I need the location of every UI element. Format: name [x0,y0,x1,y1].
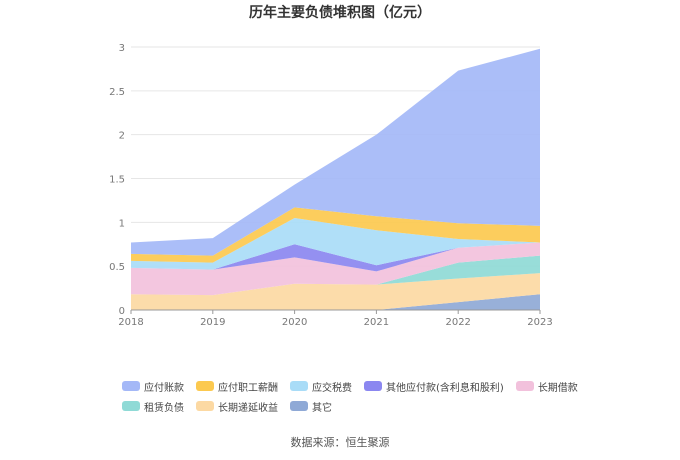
legend-label: 租赁负债 [144,402,184,414]
legend-label: 长期借款 [537,382,578,394]
legend-swatch [122,401,140,411]
legend-item[interactable]: 应交税费 [290,379,352,394]
legend-label: 其他应付款(含利息和股利) [386,382,504,394]
y-tick-label: 0 [119,306,125,317]
y-tick-label: 0.5 [109,262,125,273]
y-tick-label: 3 [119,43,125,54]
area-租赁负债 [131,255,540,296]
legend-label: 应付职工薪酬 [218,382,278,394]
x-tick-label: 2020 [282,317,307,328]
legend: 应付账款 应付职工薪酬 应交税费 其他应付款(含利息和股利) 长期借款 租赁负债 长期递延… [122,376,592,416]
legend-swatch [515,381,534,391]
legend-label: 其它 [312,402,332,414]
legend-swatch [364,381,382,391]
area-长期递延收益 [131,273,540,310]
y-tick-label: 2 [119,131,125,142]
legend-swatch [122,381,140,391]
area-其它 [131,294,540,310]
x-tick-label: 2018 [118,317,143,328]
legend-item[interactable]: 应付职工薪酬 [196,379,278,394]
legend-item[interactable]: 其它 [290,399,332,414]
legend-label: 长期递延收益 [218,402,278,414]
legend-label: 应交税费 [312,382,352,394]
area-应付职工薪酬 [131,207,540,263]
legend-item[interactable]: 长期借款 [515,379,578,394]
legend-row: 租赁负债 长期递延收益 其它 [122,396,592,416]
area-应付账款 [131,48,540,256]
area-应交税费 [131,217,540,270]
axes: 0 0.5 1 1.5 2 2.5 3 2018 2019 2020 2021 2022 2023 [109,43,553,328]
x-tick-label: 2022 [445,317,470,328]
y-tick-label: 1 [119,218,125,229]
legend-label: 应付账款 [144,382,184,394]
source-note: 数据来源：恒生聚源 [290,436,390,449]
legend-item[interactable]: 长期递延收益 [196,399,278,414]
legend-swatch [290,401,308,411]
chart-title: 历年主要负债堆积图（亿元） [249,5,431,21]
area-其他应付款(含利息和股利) [131,242,540,272]
legend-row: 应付账款 应付职工薪酬 应交税费 其他应付款(含利息和股利) 长期借款 [122,376,592,396]
x-tick-label: 2019 [200,317,225,328]
y-tick-label: 1.5 [109,175,125,186]
x-tick-label: 2023 [527,317,552,328]
legend-swatch [196,381,214,391]
x-tick-label: 2021 [364,317,389,328]
area-长期借款 [131,242,540,296]
legend-item[interactable]: 应付账款 [122,379,184,394]
legend-item[interactable]: 其他应付款(含利息和股利) [364,379,504,394]
y-tick-label: 2.5 [109,87,125,98]
legend-item[interactable]: 租赁负债 [122,399,184,414]
area-series [131,48,540,310]
legend-swatch [290,381,308,391]
legend-swatch [196,401,214,411]
